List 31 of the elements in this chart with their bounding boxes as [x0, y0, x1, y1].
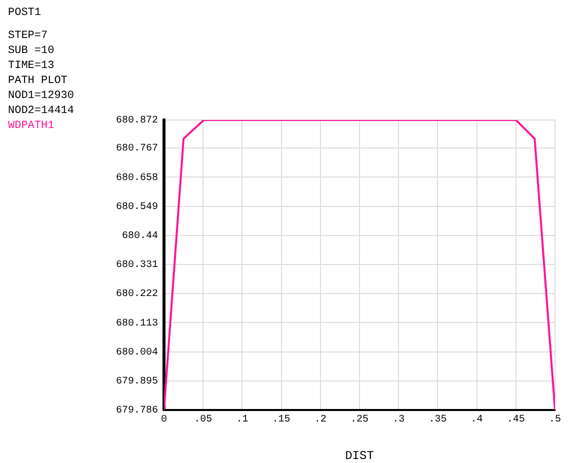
- y-tick-label: 680.767: [116, 144, 158, 155]
- y-tick-label: 680.872: [116, 116, 158, 127]
- x-tick-label: .4: [470, 414, 483, 426]
- text: POST1: [8, 6, 42, 21]
- text: NOD2=14414: [8, 104, 74, 119]
- y-tick-label: 680.113: [116, 318, 158, 330]
- y-tick-label: 680.658: [116, 172, 158, 184]
- x-tick-label: .25: [350, 414, 369, 426]
- text: TIME=13: [8, 59, 56, 74]
- x-tick-label: 0: [160, 414, 168, 426]
- x-axis-title: DIST: [345, 448, 374, 463]
- y-tick-label: 680.549: [116, 202, 158, 213]
- x-tick-label: .1: [236, 414, 248, 426]
- x-tick-label: .15: [272, 414, 290, 426]
- y-tick-label: 679.895: [116, 376, 158, 388]
- x-tick-label: .5: [548, 414, 562, 426]
- y-tick-label: 680.004: [116, 347, 158, 358]
- y-tick-label: 679.786: [116, 406, 158, 417]
- text: WDPATH1: [8, 119, 56, 134]
- x-tick-label: .3: [392, 414, 405, 426]
- text: NOD1=12930: [8, 89, 74, 104]
- x-tick-label: .2: [314, 414, 326, 426]
- text: SUB =10: [8, 44, 56, 59]
- y-tick-label: 680.44: [122, 231, 158, 242]
- text: PATH PLOT: [8, 74, 68, 89]
- text: STEP=7: [8, 29, 49, 44]
- y-tick-label: 680.222: [116, 289, 158, 300]
- x-tick-label: .35: [428, 414, 447, 426]
- x-tick-label: .45: [506, 414, 525, 426]
- y-tick-label: 680.331: [116, 260, 158, 272]
- x-tick-label: .05: [194, 414, 212, 426]
